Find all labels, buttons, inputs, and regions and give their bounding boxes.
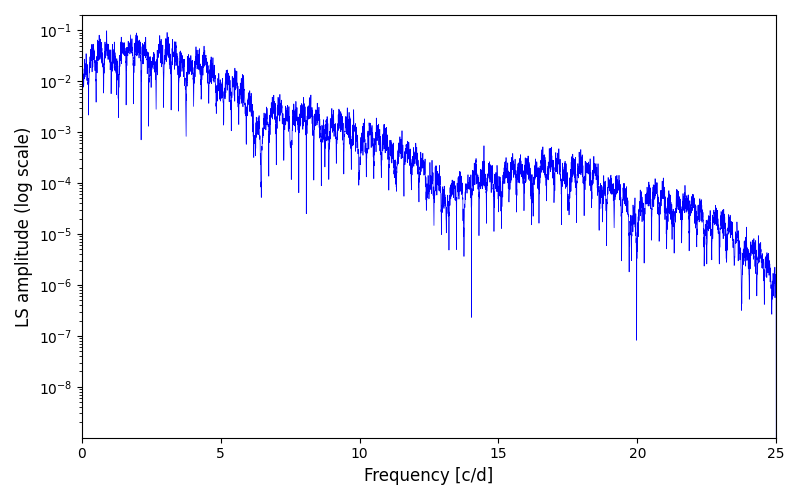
Y-axis label: LS amplitude (log scale): LS amplitude (log scale) <box>15 126 33 326</box>
X-axis label: Frequency [c/d]: Frequency [c/d] <box>364 467 494 485</box>
